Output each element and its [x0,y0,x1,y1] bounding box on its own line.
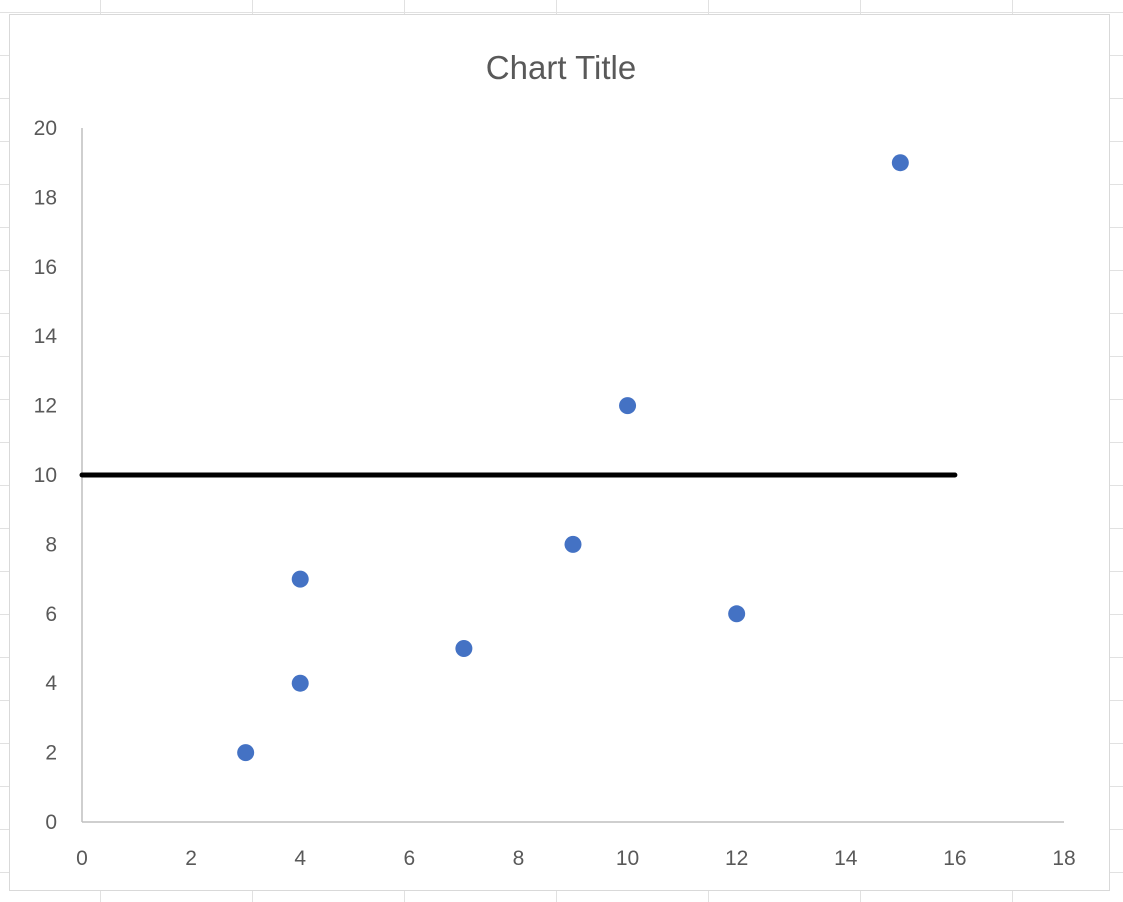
x-tick-label: 6 [403,847,415,870]
data-point[interactable] [891,154,909,172]
x-tick-label: 2 [185,847,197,870]
y-tick-label: 2 [45,742,57,765]
x-tick-label: 16 [943,847,966,870]
data-point[interactable] [291,570,309,588]
y-tick-label: 8 [45,533,57,556]
axes: 0 2 4 6 8 10 12 14 16 18 0 2 4 6 8 10 12 14 16 18 20 [34,117,1076,870]
data-point[interactable] [455,640,473,657]
scatter-chart: Chart Title 0 2 4 6 8 10 12 14 16 18 0 2 4 6 8 10 12 14 16… [34,49,1076,870]
x-tick-label: 8 [513,847,525,870]
x-tick-label: 18 [1052,847,1075,870]
y-tick-label: 18 [34,186,57,209]
y-tick-label: 10 [34,464,57,487]
y-tick-label: 16 [34,256,57,279]
chart-title[interactable]: Chart Title [486,49,636,86]
y-tick-label: 6 [45,603,57,626]
chart-area[interactable]: Chart Title 0 2 4 6 8 10 12 14 16 18 0 2 4 6 8 10 12 14 16… [9,14,1110,891]
x-tick-label: 14 [834,847,858,870]
y-tick-label: 20 [34,117,57,140]
y-tick-label: 4 [45,672,57,695]
data-point[interactable] [619,397,637,415]
data-point[interactable] [291,674,309,692]
x-tick-label: 10 [616,847,639,870]
data-points-layer [237,154,909,762]
y-tick-label: 14 [34,325,58,348]
x-tick-label: 0 [76,847,88,870]
data-point[interactable] [564,535,582,553]
y-tick-label: 12 [34,395,57,418]
data-point[interactable] [728,605,746,623]
x-tick-label: 12 [725,847,748,870]
data-point[interactable] [237,744,255,762]
y-tick-label: 0 [45,811,57,834]
x-tick-label: 4 [294,847,306,870]
